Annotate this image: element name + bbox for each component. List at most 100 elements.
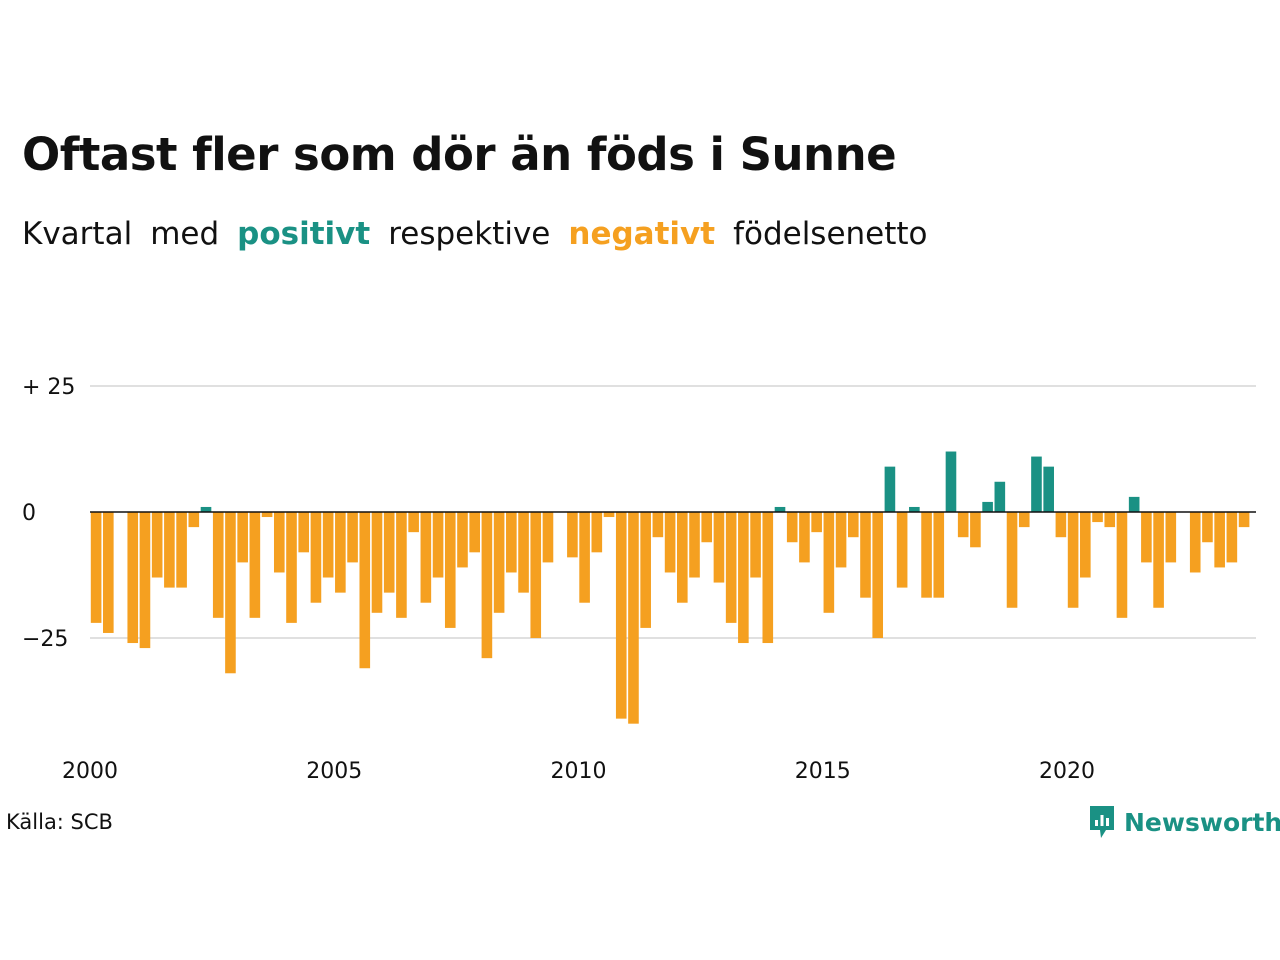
bar bbox=[212, 512, 224, 618]
bar bbox=[261, 512, 273, 518]
bar bbox=[542, 512, 554, 563]
bar bbox=[432, 512, 444, 578]
bar bbox=[786, 512, 798, 543]
bar bbox=[1226, 512, 1238, 563]
bar bbox=[774, 506, 786, 512]
bar bbox=[420, 512, 432, 603]
y-tick-label: + 25 bbox=[22, 375, 75, 400]
bar bbox=[750, 512, 761, 578]
bar bbox=[1165, 512, 1177, 563]
x-tick-label: 2015 bbox=[795, 759, 851, 784]
bar bbox=[909, 506, 920, 512]
bar bbox=[603, 512, 615, 518]
bar bbox=[823, 512, 835, 613]
bar bbox=[518, 512, 529, 593]
bar bbox=[444, 512, 456, 628]
bar bbox=[457, 512, 468, 568]
bar bbox=[298, 512, 310, 553]
bar bbox=[1141, 512, 1152, 563]
bar bbox=[1128, 496, 1140, 512]
source-credit: Källa: SCB bbox=[6, 810, 113, 834]
bar bbox=[90, 512, 102, 623]
bar bbox=[359, 512, 371, 669]
bar bbox=[249, 512, 261, 618]
bar bbox=[1104, 512, 1116, 528]
bar bbox=[615, 512, 627, 719]
bar bbox=[652, 512, 664, 538]
bar bbox=[664, 512, 676, 573]
x-tick-label: 2020 bbox=[1039, 759, 1095, 784]
subtitle-text-med: med bbox=[150, 216, 220, 252]
axis-layer: + 25 0 −25 2000 2005 2010 2015 2020 bbox=[22, 375, 1256, 784]
bar bbox=[1055, 512, 1067, 538]
bar bbox=[347, 512, 358, 563]
bar bbox=[335, 512, 346, 593]
bar bbox=[493, 512, 505, 613]
y-tick-label: 0 bbox=[22, 501, 36, 526]
bar bbox=[957, 512, 969, 538]
bar bbox=[286, 512, 297, 623]
bar bbox=[371, 512, 383, 613]
bar bbox=[469, 512, 480, 553]
bar bbox=[200, 506, 212, 512]
bar bbox=[1031, 456, 1042, 512]
bar bbox=[151, 512, 163, 578]
bar bbox=[860, 512, 871, 598]
bar bbox=[872, 512, 884, 638]
bar bbox=[1067, 512, 1079, 608]
bar bbox=[383, 512, 395, 593]
bar bbox=[799, 512, 810, 563]
bar bbox=[506, 512, 517, 573]
bar bbox=[396, 512, 407, 618]
subtitle-text-kvartal: Kvartal bbox=[22, 216, 133, 252]
bar bbox=[738, 512, 749, 644]
bar bbox=[933, 512, 945, 598]
bar bbox=[103, 512, 114, 633]
bar bbox=[677, 512, 688, 603]
subtitle-positive-label: positivt bbox=[237, 216, 371, 252]
bar bbox=[225, 512, 236, 674]
bar bbox=[310, 512, 322, 603]
bar bbox=[811, 512, 822, 533]
bar bbox=[1018, 512, 1030, 528]
bar bbox=[1238, 512, 1250, 528]
bar bbox=[1006, 512, 1018, 608]
subtitle-text-respektive: respektive bbox=[388, 216, 551, 252]
bar bbox=[408, 512, 419, 533]
brand-name: Newsworthy bbox=[1124, 807, 1280, 837]
bar bbox=[921, 512, 932, 598]
chart-subtitle: Kvartal med positivt respektive negativt föde… bbox=[22, 216, 946, 252]
bar bbox=[591, 512, 603, 553]
bar bbox=[847, 512, 859, 538]
bar bbox=[139, 512, 151, 649]
bar-layer bbox=[90, 451, 1250, 724]
bar bbox=[127, 512, 139, 644]
bar bbox=[530, 512, 542, 638]
bar bbox=[481, 512, 493, 659]
bar bbox=[1202, 512, 1213, 543]
bar bbox=[884, 466, 896, 512]
newsworthy-logo-icon bbox=[1090, 806, 1114, 838]
bar bbox=[1116, 512, 1128, 618]
bar bbox=[176, 512, 187, 588]
y-tick-label: −25 bbox=[22, 627, 68, 652]
bar bbox=[1153, 512, 1164, 608]
bar bbox=[762, 512, 774, 644]
bar bbox=[237, 512, 248, 563]
bar bbox=[628, 512, 639, 724]
x-tick-label: 2000 bbox=[62, 759, 118, 784]
bar bbox=[1092, 512, 1103, 523]
bar bbox=[945, 451, 957, 512]
bar bbox=[1043, 466, 1054, 512]
subtitle-text-fodelsenetto: födelsenetto bbox=[733, 216, 928, 252]
bar bbox=[982, 501, 993, 512]
bar bbox=[713, 512, 725, 583]
bar bbox=[1189, 512, 1201, 573]
x-tick-label: 2010 bbox=[551, 759, 607, 784]
brand-logo[interactable]: Newsworthy bbox=[1088, 804, 1280, 840]
bar bbox=[164, 512, 175, 588]
bar bbox=[579, 512, 590, 603]
chart-title: Oftast fler som dör än föds i Sunne bbox=[22, 128, 897, 181]
bar bbox=[188, 512, 200, 528]
